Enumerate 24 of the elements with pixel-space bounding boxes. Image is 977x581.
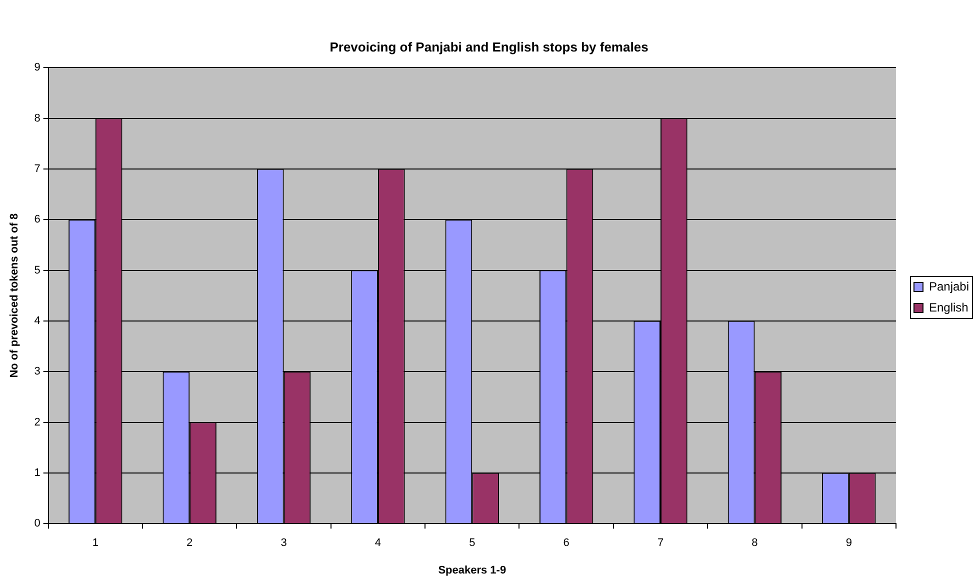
y-tick-label: 6: [34, 214, 40, 226]
x-tick-label: 1: [92, 537, 98, 550]
chart-title: Prevoicing of Panjabi and English stops by females: [330, 39, 648, 54]
x-tick-label: 5: [469, 537, 476, 550]
y-tick-label: 4: [34, 314, 40, 327]
y-tick-label: 5: [34, 264, 40, 276]
legend-label: English: [928, 300, 968, 314]
y-axis-title: No of prevoiced tokens out of 8: [8, 213, 21, 378]
y-tick-label: 8: [34, 112, 40, 124]
y-tick-label: 0: [34, 518, 40, 530]
x-tick-label: 4: [374, 537, 382, 550]
y-tick-label: 3: [34, 366, 40, 378]
x-tick-label: 3: [280, 537, 287, 550]
y-tick-label: 2: [34, 416, 40, 428]
x-tick-label: 2: [186, 537, 193, 550]
x-tick-label: 9: [846, 537, 852, 550]
y-tick-label: 9: [34, 62, 40, 74]
y-tick-label: 1: [34, 466, 40, 479]
x-tick-label: 7: [657, 537, 664, 550]
x-tick-label: 8: [752, 537, 758, 550]
x-tick-label: 6: [563, 537, 570, 550]
y-tick-label: 7: [34, 162, 40, 175]
legend-label: Panjabi: [928, 279, 969, 294]
x-axis-title: Speakers 1-9: [438, 564, 506, 576]
